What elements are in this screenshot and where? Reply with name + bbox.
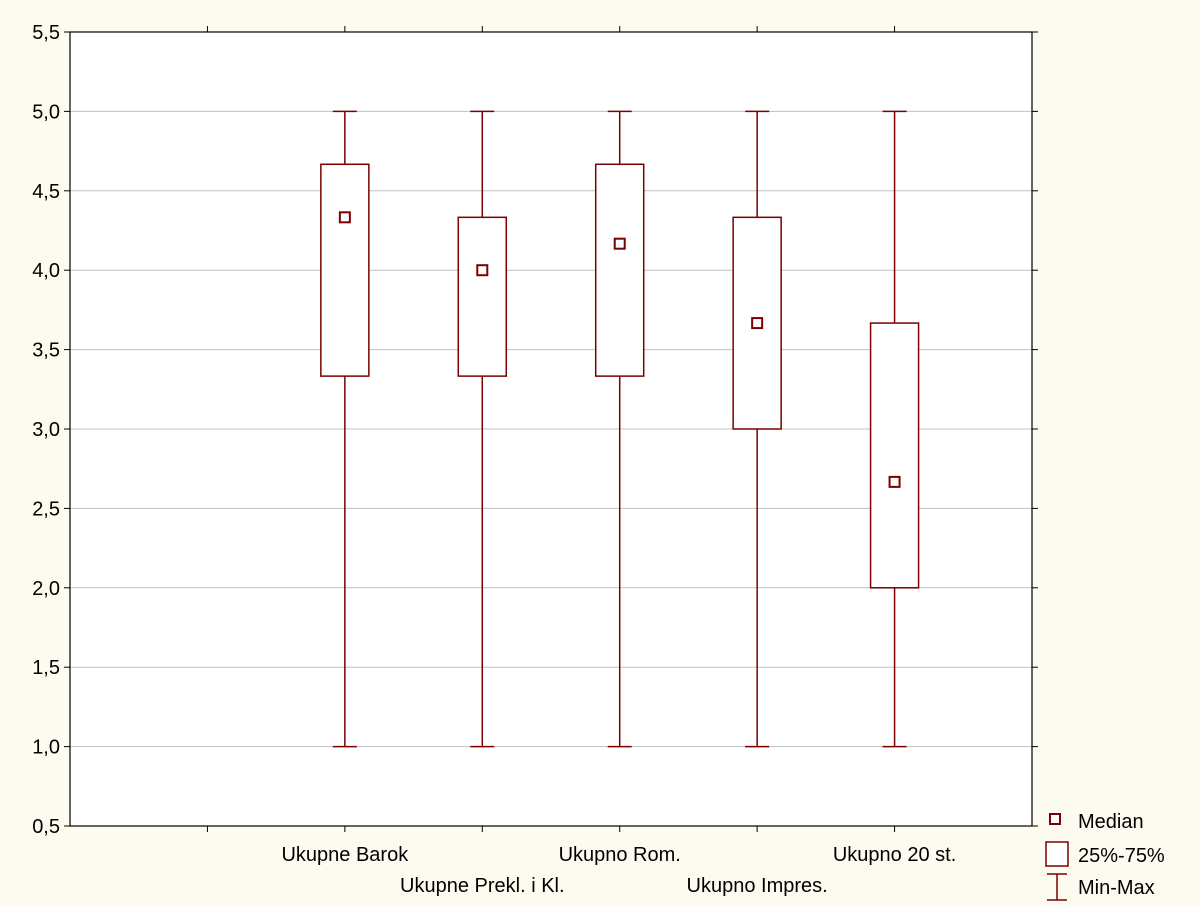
category-label: Ukupne Barok — [281, 844, 409, 866]
y-tick-label: 4,0 — [32, 260, 60, 282]
box-5 — [869, 110, 920, 748]
category-label: Ukupno 20 st. — [833, 844, 956, 866]
legend-median-marker — [1049, 813, 1061, 825]
y-tick-label: 4,5 — [32, 181, 60, 203]
box-3 — [594, 110, 645, 748]
iqr-box — [320, 163, 370, 377]
category-label: Ukupne Prekl. i Kl. — [400, 875, 565, 897]
iqr-box — [869, 322, 920, 589]
box-4 — [732, 110, 782, 748]
legend: Median 25%-75% Min-Max — [1045, 811, 1165, 901]
y-tick-label: 1,0 — [32, 737, 60, 759]
y-tick-label: 5,0 — [32, 101, 60, 123]
legend-box-label: 25%-75% — [1078, 845, 1165, 867]
y-tick-label: 2,0 — [32, 578, 60, 600]
iqr-box — [457, 216, 508, 377]
box-2 — [457, 110, 508, 748]
category-label: Ukupno Impres. — [687, 875, 828, 897]
iqr-box — [594, 163, 645, 377]
y-tick-label: 3,5 — [32, 340, 60, 362]
median-marker — [476, 264, 489, 277]
category-label: Ukupno Rom. — [559, 844, 681, 866]
y-tick-label: 0,5 — [32, 816, 60, 838]
axes: 0,5 1,0 1,5 2,0 2,5 3,0 3,5 4,0 4,5 5,0 5,5 Ukupne … — [32, 22, 1038, 897]
box-1 — [320, 110, 370, 748]
y-tick-label: 3,0 — [32, 419, 60, 441]
legend-median-label: Median — [1078, 811, 1144, 833]
median-marker — [888, 475, 901, 488]
grid-lines — [70, 110, 1032, 748]
median-marker — [613, 237, 626, 250]
legend-minmax-label: Min-Max — [1078, 877, 1155, 899]
y-tick-label: 1,5 — [32, 657, 60, 679]
boxes — [320, 110, 920, 748]
legend-box-marker — [1045, 841, 1069, 867]
median-marker — [751, 317, 764, 330]
y-tick-label: 2,5 — [32, 498, 60, 520]
y-tick-label: 5,5 — [32, 22, 60, 44]
median-marker — [338, 211, 351, 224]
